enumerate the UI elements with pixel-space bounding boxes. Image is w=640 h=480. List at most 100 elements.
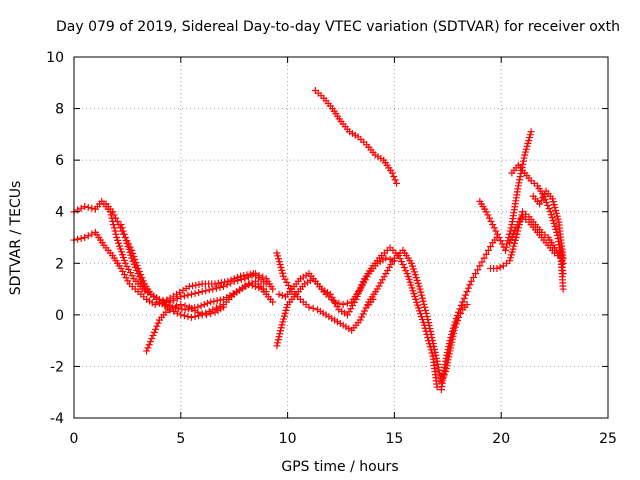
series-track-e [143, 301, 228, 355]
marker-fill [487, 243, 495, 251]
marker-fill [323, 289, 331, 297]
marker-fill [432, 351, 440, 359]
marker-fill [217, 305, 225, 313]
data-point [390, 257, 398, 265]
marker-fill [131, 255, 139, 263]
marker-fill [160, 311, 168, 319]
marker-fill [515, 179, 523, 187]
marker-fill [379, 256, 387, 264]
marker-fill [343, 299, 351, 307]
marker-fill [429, 336, 437, 344]
marker-fill [112, 214, 120, 222]
marker-fill [284, 281, 292, 289]
data-point [454, 313, 462, 321]
marker-fill [238, 284, 246, 292]
marker-fill [462, 291, 470, 299]
data-point [393, 179, 401, 187]
marker-fill [490, 224, 498, 232]
marker-fill [432, 354, 440, 362]
marker-fill [514, 185, 522, 193]
marker-fill [173, 309, 181, 317]
marker-fill [387, 166, 395, 174]
marker-fill [335, 299, 343, 307]
marker-fill [550, 220, 558, 228]
marker-fill [386, 255, 394, 263]
marker-fill [115, 262, 123, 270]
marker-fill [126, 269, 134, 277]
marker-fill [434, 363, 442, 371]
marker-fill [507, 224, 515, 232]
marker-fill [487, 217, 495, 225]
marker-fill [461, 303, 469, 311]
marker-fill [548, 246, 556, 254]
marker-fill [191, 289, 199, 297]
marker-fill [347, 305, 355, 313]
y-tick-label: 8 [55, 102, 64, 118]
y-tick-label: 6 [55, 153, 64, 169]
marker-fill [421, 306, 429, 314]
data-point [273, 342, 281, 350]
marker-fill [192, 281, 200, 289]
marker-fill [453, 317, 461, 325]
marker-fill [195, 281, 203, 289]
marker-fill [111, 227, 119, 235]
data-point [553, 228, 561, 236]
marker-fill [110, 211, 118, 219]
data-point [237, 272, 245, 280]
y-tick-label: 4 [55, 205, 64, 221]
marker-fill [274, 339, 282, 347]
marker-fill [377, 154, 385, 162]
marker-fill [369, 148, 377, 156]
marker-fill [217, 279, 225, 287]
marker-fill [355, 288, 363, 296]
marker-fill [534, 197, 542, 205]
marker-fill [502, 243, 510, 251]
data-point [275, 290, 283, 298]
marker-fill [244, 273, 252, 281]
marker-fill [429, 339, 437, 347]
marker-fill [497, 237, 505, 245]
y-tick-label: -2 [50, 359, 64, 375]
marker-fill [125, 265, 133, 273]
data-point [143, 347, 151, 355]
marker-fill [484, 211, 492, 219]
marker-fill [267, 295, 275, 303]
series-track-i [311, 87, 401, 187]
series-track-n [506, 213, 567, 278]
marker-fill [119, 268, 127, 276]
marker-fill [328, 314, 336, 322]
marker-fill [546, 192, 554, 200]
marker-fill [492, 227, 500, 235]
marker-fill [119, 227, 127, 235]
marker-fill [123, 237, 131, 245]
data-point [442, 368, 450, 376]
marker-fill [478, 258, 486, 266]
marker-fill [363, 273, 371, 281]
marker-fill [180, 312, 188, 320]
marker-fill [118, 224, 126, 232]
marker-fill [148, 335, 156, 343]
marker-fill [106, 205, 114, 213]
series-track-d [117, 221, 277, 306]
marker-fill [302, 301, 310, 309]
marker-fill [74, 235, 82, 243]
marker-fill [400, 264, 408, 272]
marker-fill [283, 303, 291, 311]
y-tick-label: 10 [46, 50, 64, 66]
marker-fill [425, 322, 433, 330]
marker-fill [150, 328, 158, 336]
data-point [437, 378, 445, 386]
marker-fill [552, 225, 560, 233]
marker-fill [449, 332, 457, 340]
marker-fill [427, 330, 435, 338]
marker-fill [434, 360, 442, 368]
data-point [489, 221, 497, 229]
series-track-k [476, 128, 535, 254]
marker-fill [77, 204, 85, 212]
marker-fill [358, 313, 366, 321]
marker-fill [490, 264, 498, 272]
marker-fill [545, 205, 553, 213]
data-point [241, 275, 249, 283]
data-point [480, 254, 488, 262]
marker-fill [278, 292, 286, 300]
